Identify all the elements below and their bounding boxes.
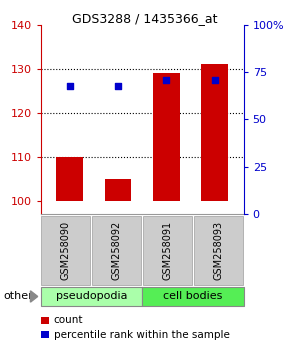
Text: cell bodies: cell bodies [163, 291, 222, 302]
Bar [153, 73, 180, 201]
Text: count: count [54, 315, 83, 325]
Text: GSM258093: GSM258093 [213, 221, 223, 280]
Text: GSM258091: GSM258091 [162, 221, 173, 280]
Point [67, 84, 72, 89]
Text: other: other [3, 291, 33, 302]
Text: GSM258092: GSM258092 [112, 221, 122, 280]
Bar [105, 179, 131, 201]
Text: GDS3288 / 1435366_at: GDS3288 / 1435366_at [72, 12, 218, 25]
Point [212, 77, 217, 83]
Text: percentile rank within the sample: percentile rank within the sample [54, 330, 229, 339]
Text: GSM258090: GSM258090 [61, 221, 71, 280]
Point [116, 84, 120, 89]
Bar [201, 64, 228, 201]
Bar [56, 157, 83, 201]
Point [164, 77, 168, 83]
Text: pseudopodia: pseudopodia [56, 291, 127, 302]
